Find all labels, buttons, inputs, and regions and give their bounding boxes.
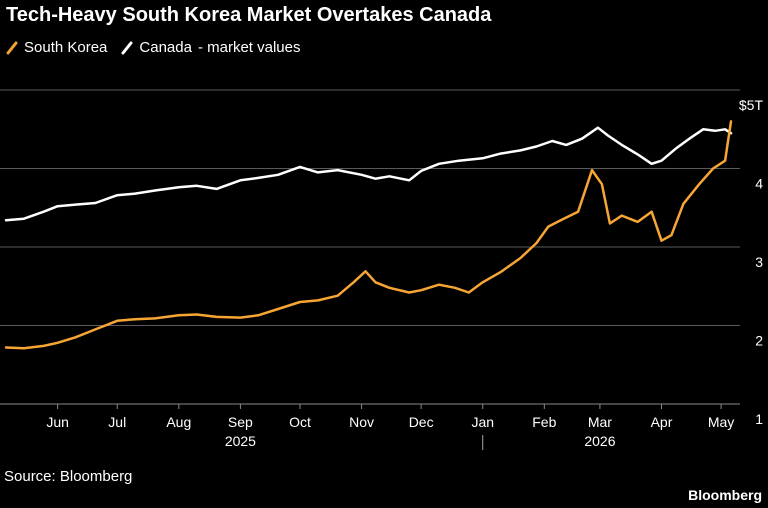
x-tick-label-Aug: Aug [166,414,191,430]
x-tick-label-Sep: Sep [228,414,253,430]
chart-legend: South Korea Canada - market values [6,39,315,56]
legend-item-canada: Canada - market values [121,39,301,56]
legend-label-canada: Canada [139,39,192,56]
legend-suffix: - market values [197,39,301,56]
y-tick-label-1: 1 [755,411,763,427]
x-tick-label-Dec: Dec [409,414,434,430]
brand-logo: Bloomberg [688,487,762,503]
x-year-label-2026: 2026 [584,433,615,449]
y-tick-label-3: 3 [755,254,763,270]
chart-title: Tech-Heavy South Korea Market Overtakes … [6,4,492,26]
legend-label-south-korea: South Korea [24,39,108,56]
y-tick-label-5: $5T [739,97,764,113]
y-tick-label-2: 2 [755,333,763,349]
source-note: Source: Bloomberg [4,468,133,485]
x-year-label-2025: 2025 [225,433,256,449]
legend-swatch-south-korea [6,41,18,55]
x-tick-label-May: May [708,414,734,430]
legend-swatch-canada [121,41,133,55]
legend-item-south-korea: South Korea [6,39,107,56]
series-line-canada [4,126,733,222]
x-tick-label-Oct: Oct [289,414,311,430]
y-tick-label-4: 4 [755,176,763,192]
x-tick-label-Jan: Jan [471,414,494,430]
x-tick-label-Nov: Nov [349,414,374,430]
x-tick-label-Apr: Apr [651,414,673,430]
x-tick-label-Feb: Feb [532,414,556,430]
x-tick-label-Jul: Jul [108,414,126,430]
x-tick-label-Mar: Mar [588,414,612,430]
x-tick-label-Jun: Jun [46,414,69,430]
series-line-south-korea [4,120,733,350]
